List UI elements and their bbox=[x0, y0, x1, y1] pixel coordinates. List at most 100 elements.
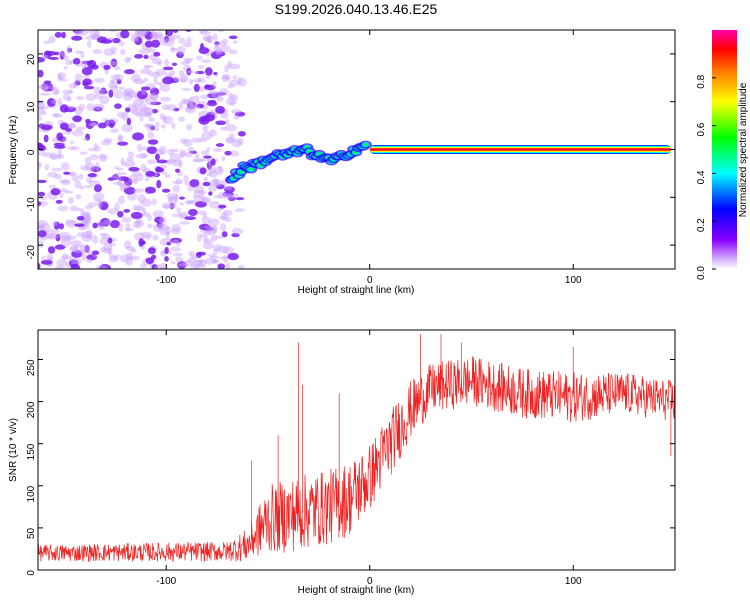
noise-blob bbox=[201, 158, 211, 162]
noise-blob bbox=[164, 256, 169, 262]
noise-blob bbox=[178, 37, 186, 44]
noise-blob bbox=[215, 235, 225, 239]
noise-blob bbox=[134, 206, 146, 211]
noise-blob bbox=[59, 235, 72, 242]
noise-blob bbox=[217, 263, 226, 269]
noise-blob bbox=[140, 231, 152, 238]
noise-blob bbox=[122, 89, 131, 97]
noise-blob bbox=[191, 137, 203, 143]
noise-blob bbox=[206, 173, 212, 177]
noise-blob bbox=[141, 30, 146, 33]
noise-blob bbox=[132, 178, 139, 185]
noise-blob bbox=[160, 124, 166, 129]
noise-blob bbox=[74, 80, 81, 86]
noise-blob bbox=[159, 36, 167, 46]
noise-blob bbox=[220, 211, 228, 221]
noise-blob bbox=[108, 252, 114, 259]
noise-blob bbox=[51, 167, 62, 172]
noise-blob bbox=[204, 257, 216, 265]
noise-blob bbox=[143, 54, 149, 60]
noise-blob bbox=[212, 80, 217, 88]
noise-blob bbox=[182, 260, 194, 267]
noise-blob bbox=[147, 213, 152, 222]
noise-blob bbox=[132, 221, 141, 229]
noise-blob bbox=[59, 50, 65, 60]
noise-blob bbox=[185, 151, 193, 158]
noise-blob bbox=[120, 161, 127, 167]
noise-blob bbox=[196, 103, 204, 109]
noise-blob bbox=[204, 67, 213, 76]
noise-blob bbox=[224, 150, 233, 156]
noise-blob bbox=[213, 244, 222, 252]
noise-blob bbox=[78, 103, 86, 111]
noise-blob bbox=[159, 113, 166, 121]
noise-blob bbox=[80, 50, 85, 59]
noise-blob bbox=[200, 59, 212, 64]
noise-blob bbox=[101, 87, 106, 93]
noise-blob bbox=[117, 210, 124, 218]
noise-blob bbox=[139, 106, 151, 116]
noise-blob bbox=[190, 253, 197, 260]
noise-blob bbox=[186, 67, 192, 76]
noise-blob bbox=[86, 40, 92, 48]
noise-blob bbox=[219, 88, 229, 96]
noise-blob bbox=[71, 129, 84, 137]
noise-blob bbox=[121, 216, 132, 223]
noise-blob bbox=[187, 185, 193, 192]
noise-blob bbox=[38, 219, 48, 227]
noise-blob bbox=[136, 90, 148, 100]
noise-blob bbox=[151, 264, 158, 269]
noise-blob bbox=[113, 66, 121, 71]
noise-blob bbox=[158, 262, 168, 269]
noise-blob bbox=[215, 120, 227, 126]
noise-blob bbox=[115, 172, 127, 176]
noise-blob bbox=[202, 35, 215, 41]
noise-blob bbox=[208, 200, 221, 209]
noise-blob bbox=[219, 222, 227, 232]
noise-blob bbox=[114, 202, 120, 211]
noise-blob bbox=[147, 159, 157, 165]
noise-blob bbox=[118, 86, 125, 91]
noise-blob bbox=[109, 118, 119, 124]
noise-blob bbox=[197, 79, 207, 83]
noise-blob bbox=[227, 83, 234, 89]
noise-blob bbox=[57, 205, 69, 212]
noise-blob bbox=[148, 92, 158, 100]
noise-blob bbox=[130, 73, 141, 83]
noise-blob bbox=[156, 180, 162, 189]
noise-blob bbox=[213, 177, 218, 186]
noise-blob bbox=[149, 101, 162, 106]
noise-blob bbox=[224, 186, 235, 194]
noise-blob bbox=[187, 101, 196, 109]
noise-blob bbox=[68, 83, 76, 89]
noise-blob bbox=[81, 234, 93, 242]
noise-blob bbox=[91, 234, 99, 244]
noise-blob bbox=[62, 253, 69, 261]
noise-blob bbox=[123, 186, 136, 195]
noise-blob bbox=[157, 61, 162, 66]
noise-blob bbox=[225, 137, 237, 143]
noise-blob bbox=[202, 213, 207, 218]
noise-blob bbox=[194, 153, 200, 159]
spectrogram-xtick-label: 100 bbox=[565, 275, 582, 286]
noise-blob bbox=[43, 80, 52, 85]
noise-blob bbox=[162, 76, 174, 85]
noise-blob bbox=[146, 123, 154, 132]
snr-frame bbox=[37, 329, 676, 571]
noise-blob bbox=[127, 151, 134, 159]
noise-blob bbox=[225, 195, 235, 200]
noise-blob bbox=[57, 73, 63, 80]
noise-blob bbox=[159, 96, 172, 102]
noise-blob bbox=[38, 56, 45, 63]
noise-blob bbox=[38, 225, 45, 229]
noise-blob bbox=[89, 154, 99, 161]
noise-blob bbox=[71, 250, 83, 258]
noise-blob bbox=[203, 225, 213, 230]
noise-blob bbox=[58, 179, 71, 184]
noise-blob bbox=[130, 211, 143, 220]
noise-blob bbox=[145, 96, 158, 106]
noise-blob bbox=[181, 87, 192, 92]
noise-blob bbox=[143, 65, 151, 70]
noise-blob bbox=[202, 124, 209, 132]
